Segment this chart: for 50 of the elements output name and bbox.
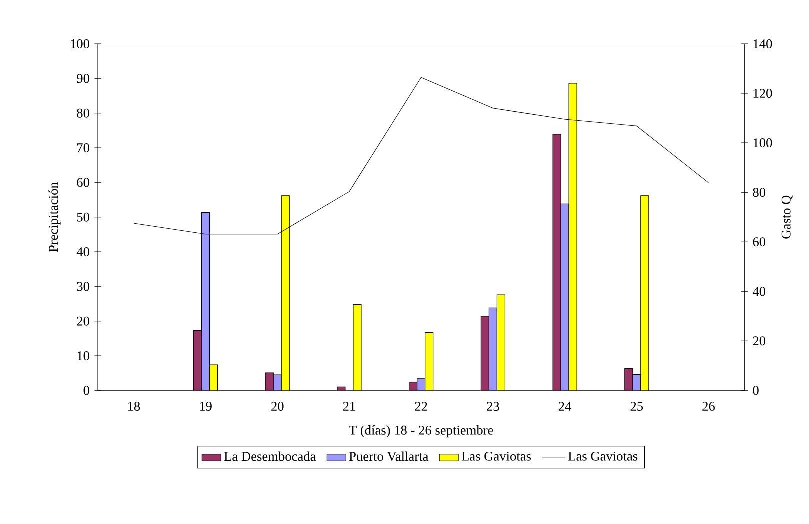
y-tick-label: 40 <box>76 248 90 257</box>
y-axis-title: Precipitación <box>48 182 61 252</box>
x-tick-label: 19 <box>200 402 212 412</box>
bar <box>194 330 202 391</box>
x-tick-label: 22 <box>415 402 428 412</box>
legend-label: Puerto Vallarta <box>349 452 429 462</box>
x-tick-label: 20 <box>272 402 284 412</box>
bar <box>632 374 642 391</box>
x-tick-label: 23 <box>487 402 500 412</box>
bar <box>481 316 490 391</box>
y-tick-label: 10 <box>78 352 90 361</box>
x-tick-label: 25 <box>630 402 644 412</box>
y-tick-label: 70 <box>78 144 90 153</box>
bar <box>210 365 218 391</box>
legend-label: La Desembocada <box>224 452 316 462</box>
y-tick-label: 20 <box>77 317 90 326</box>
x-tick-label: 26 <box>702 402 716 412</box>
y2-tick-label: 60 <box>753 238 766 247</box>
bar <box>274 375 282 391</box>
y2-tick-label: 80 <box>753 188 766 198</box>
y-tick-label: 100 <box>71 40 90 49</box>
bar <box>425 332 434 391</box>
y-tick-label: 50 <box>77 213 90 222</box>
y-tick-label: 80 <box>77 109 90 118</box>
y2-tick-label: 140 <box>754 40 772 49</box>
bar <box>489 308 498 391</box>
y-tick-label: 60 <box>77 178 90 188</box>
y-tick-label: 30 <box>77 282 90 292</box>
y2-tick-label: 100 <box>754 138 772 148</box>
legend-label: Las Gaviotas <box>462 452 531 462</box>
bar <box>417 379 426 391</box>
bar <box>202 212 210 391</box>
bar <box>282 196 290 391</box>
y2-tick-label: 120 <box>754 89 772 98</box>
bar <box>624 368 634 391</box>
y2-axis-title: Gasto Q <box>782 196 793 239</box>
y2-tick-label: 0 <box>753 386 759 396</box>
bar <box>640 196 650 391</box>
bar <box>409 382 418 391</box>
bar <box>497 295 506 391</box>
y2-tick-label: 40 <box>752 287 766 296</box>
y2-tick-label: 20 <box>753 336 766 346</box>
x-tick-label: 21 <box>343 402 356 412</box>
y-tick-label: 0 <box>84 386 90 396</box>
bar <box>266 373 274 391</box>
x-tick-label: 24 <box>558 402 572 412</box>
x-axis-title: T (días) 18 - 26 septiembre <box>349 426 494 438</box>
y-tick-label: 90 <box>77 74 90 84</box>
x-tick-label: 18 <box>128 402 140 412</box>
legend-label: Las Gaviotas <box>568 452 638 462</box>
